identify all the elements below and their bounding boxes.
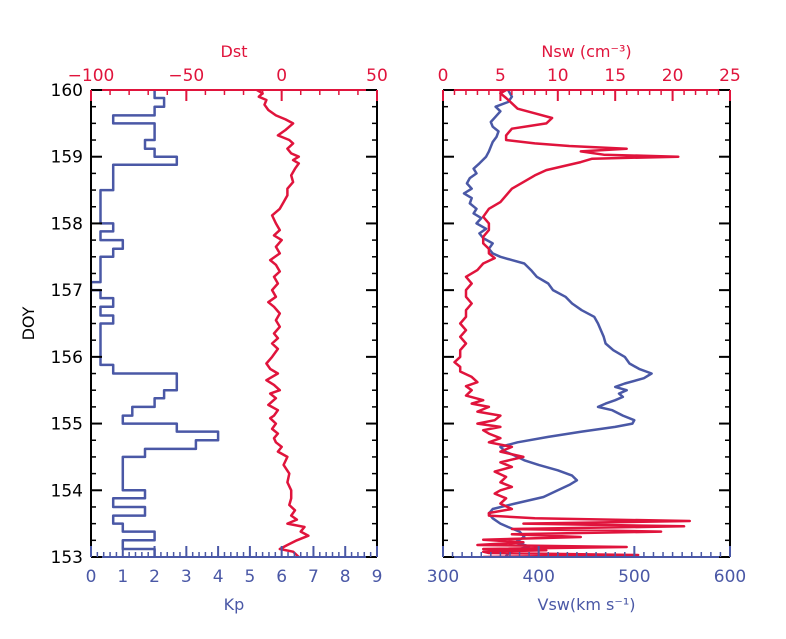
x-top-tick-label: −50 xyxy=(168,66,204,86)
y-tick-label: 160 xyxy=(51,81,83,101)
x-bottom-tick-label: 600 xyxy=(714,567,746,587)
right-top-axis-label: Nsw (cm⁻³) xyxy=(541,42,631,61)
x-top-tick-label: 20 xyxy=(662,66,684,86)
x-bottom-tick-label: 4 xyxy=(213,567,224,587)
x-top-tick-label: 5 xyxy=(495,66,506,86)
x-bottom-tick-label: 6 xyxy=(276,567,287,587)
x-top-tick-label: 0 xyxy=(438,66,449,86)
y-tick-label: 158 xyxy=(51,214,83,234)
left-top-axis-label: Dst xyxy=(221,42,248,61)
x-top-tick-label: −100 xyxy=(68,66,115,86)
x-top-tick-label: 15 xyxy=(604,66,626,86)
y-tick-label: 154 xyxy=(51,481,83,501)
x-bottom-tick-label: 300 xyxy=(427,567,459,587)
left-y-axis-label: DOY xyxy=(19,306,38,340)
x-top-tick-label: 10 xyxy=(547,66,569,86)
y-tick-label: 159 xyxy=(51,148,83,168)
y-tick-label: 156 xyxy=(51,348,83,368)
left-series-blue-line xyxy=(91,90,220,557)
x-bottom-tick-label: 1 xyxy=(117,567,128,587)
x-bottom-tick-label: 8 xyxy=(340,567,351,587)
right-bottom-axis-label: Vsw(km s⁻¹) xyxy=(538,595,636,614)
x-bottom-tick-label: 2 xyxy=(149,567,160,587)
x-bottom-tick-label: 3 xyxy=(181,567,192,587)
right-panel: 300 400 500 600 0 5 10 15 20 25 Nsw (cm⁻³) Vsw(km s… xyxy=(427,42,746,614)
left-bottom-axis-label: Kp xyxy=(224,595,245,614)
x-top-tick-label: 25 xyxy=(719,66,741,86)
x-bottom-tick-label: 400 xyxy=(522,567,554,587)
x-top-tick-label: 50 xyxy=(366,66,388,86)
right-series-red-line xyxy=(453,90,692,557)
y-tick-label: 155 xyxy=(51,415,83,435)
right-series-blue-line xyxy=(462,90,653,557)
x-bottom-tick-label: 9 xyxy=(372,567,383,587)
x-bottom-tick-label: 7 xyxy=(308,567,319,587)
y-tick-label: 157 xyxy=(51,281,83,301)
x-top-tick-label: 0 xyxy=(276,66,287,86)
x-bottom-tick-label: 500 xyxy=(618,567,650,587)
left-series-red-line xyxy=(256,90,310,557)
x-bottom-tick-label: 5 xyxy=(244,567,255,587)
y-tick-label: 153 xyxy=(51,548,83,568)
x-bottom-tick-label: 0 xyxy=(86,567,97,587)
